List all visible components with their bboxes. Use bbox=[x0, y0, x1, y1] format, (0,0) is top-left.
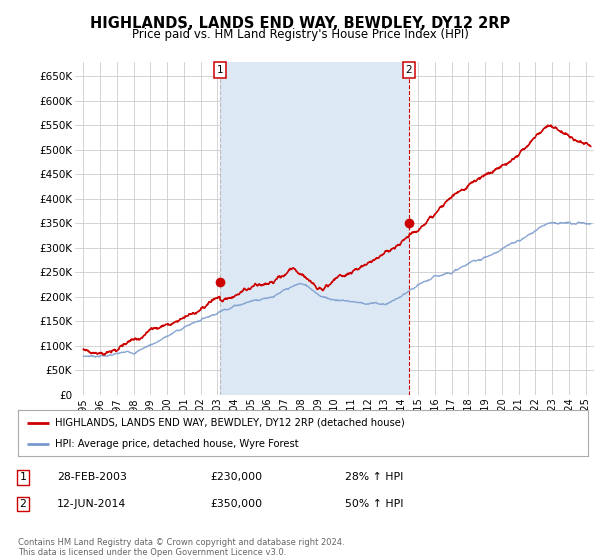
Text: £350,000: £350,000 bbox=[210, 499, 262, 509]
Text: 12-JUN-2014: 12-JUN-2014 bbox=[57, 499, 126, 509]
Bar bbox=[220, 62, 409, 395]
Text: £230,000: £230,000 bbox=[210, 472, 262, 482]
Text: HPI: Average price, detached house, Wyre Forest: HPI: Average price, detached house, Wyre… bbox=[55, 439, 299, 449]
Text: HIGHLANDS, LANDS END WAY, BEWDLEY, DY12 2RP (detached house): HIGHLANDS, LANDS END WAY, BEWDLEY, DY12 … bbox=[55, 418, 405, 428]
Text: 1: 1 bbox=[19, 472, 26, 482]
Text: 28-FEB-2003: 28-FEB-2003 bbox=[57, 472, 127, 482]
Text: Price paid vs. HM Land Registry's House Price Index (HPI): Price paid vs. HM Land Registry's House … bbox=[131, 28, 469, 41]
Text: 28% ↑ HPI: 28% ↑ HPI bbox=[345, 472, 403, 482]
Text: 2: 2 bbox=[406, 65, 412, 75]
Text: 2: 2 bbox=[19, 499, 26, 509]
Text: 50% ↑ HPI: 50% ↑ HPI bbox=[345, 499, 404, 509]
Text: HIGHLANDS, LANDS END WAY, BEWDLEY, DY12 2RP: HIGHLANDS, LANDS END WAY, BEWDLEY, DY12 … bbox=[90, 16, 510, 31]
Text: 1: 1 bbox=[217, 65, 223, 75]
Text: Contains HM Land Registry data © Crown copyright and database right 2024.
This d: Contains HM Land Registry data © Crown c… bbox=[18, 538, 344, 557]
